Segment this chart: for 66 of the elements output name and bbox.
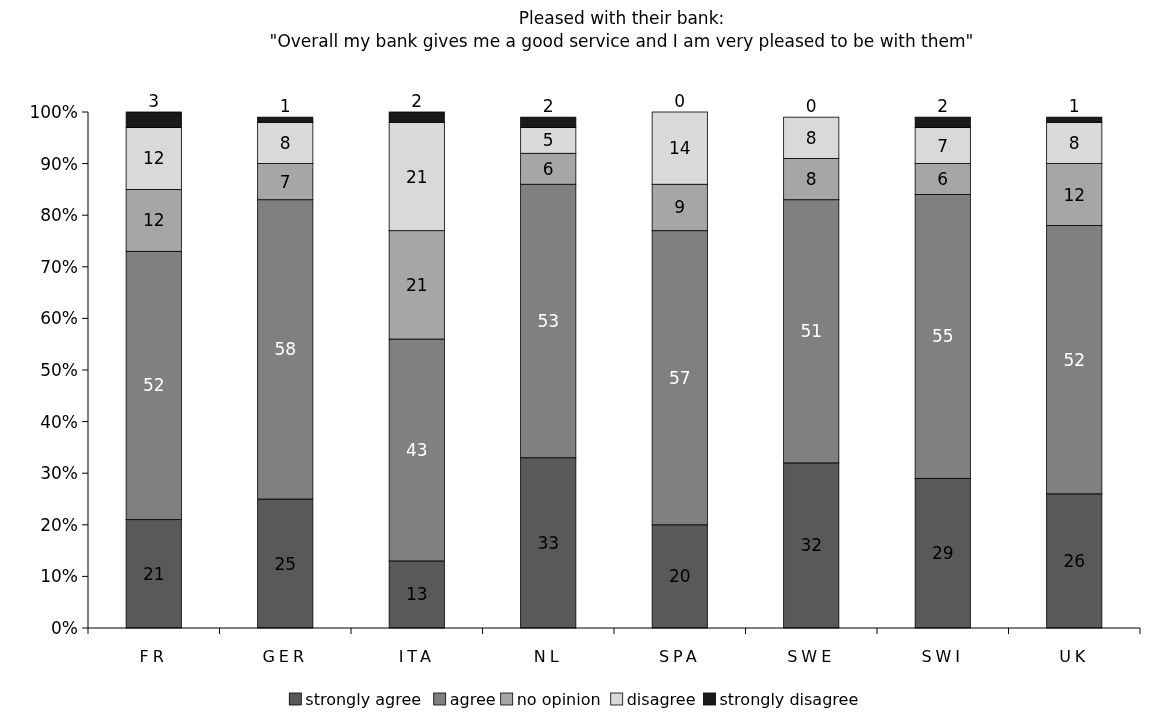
data-label: 33 [537, 532, 560, 553]
data-label: 51 [800, 321, 823, 342]
y-tick-label: 80% [40, 205, 78, 226]
data-label: 58 [274, 339, 297, 360]
data-label: 52 [1063, 349, 1086, 370]
data-label: 25 [274, 553, 297, 574]
data-label: 7 [937, 135, 949, 156]
data-label: 0 [805, 96, 817, 117]
data-label: 29 [931, 543, 954, 564]
legend-label: strongly agree [305, 690, 422, 709]
data-label: 5 [542, 130, 554, 151]
legend-label: strongly disagree [719, 690, 859, 709]
data-label: 20 [668, 566, 691, 587]
y-tick-label: 90% [40, 153, 78, 174]
chart-title: Pleased with their bank: [518, 8, 725, 28]
y-tick-label: 50% [40, 360, 78, 380]
data-label: 1 [1068, 96, 1080, 117]
data-label: 6 [542, 158, 554, 179]
data-label: 8 [279, 132, 291, 153]
data-label: 43 [405, 439, 428, 460]
data-label: 21 [405, 166, 428, 187]
data-label: 32 [800, 535, 823, 556]
data-label: 21 [405, 274, 428, 295]
y-tick-label: 70% [40, 256, 78, 277]
data-label: 2 [937, 96, 949, 117]
x-tick-label: SPA [658, 647, 701, 666]
legend-label: disagree [626, 690, 696, 709]
data-label: 13 [405, 584, 428, 605]
y-tick-label: 20% [40, 514, 78, 535]
data-label: 1 [279, 96, 291, 117]
data-label: 55 [931, 326, 954, 347]
legend-label: agree [449, 690, 496, 709]
x-tick-label: NL [533, 647, 563, 666]
data-label: 3 [148, 91, 160, 111]
data-label: 0 [674, 91, 686, 111]
x-tick-label: GER [262, 647, 309, 666]
x-tick-label: UK [1059, 647, 1090, 666]
data-label: 2 [411, 91, 423, 111]
chart-subtitle: "Overall my bank gives me a good service and I am very pleased to be with them" [269, 31, 974, 51]
y-tick-label: 30% [40, 463, 78, 484]
data-label: 12 [142, 148, 165, 169]
data-label: 53 [537, 310, 560, 331]
x-tick-label: ITA [398, 647, 435, 666]
data-label: 9 [674, 197, 686, 218]
y-tick-label: 100% [29, 102, 78, 122]
y-tick-label: 40% [40, 411, 78, 432]
data-label: 8 [805, 169, 817, 190]
y-tick-label: 0% [51, 618, 78, 638]
data-label: 6 [937, 169, 949, 190]
data-label: 12 [1063, 184, 1086, 205]
y-tick-label: 10% [40, 566, 78, 587]
data-label: 8 [805, 127, 817, 148]
data-label: 12 [142, 210, 165, 231]
data-label: 57 [668, 367, 691, 388]
x-tick-label: SWI [921, 647, 965, 666]
y-tick-label: 60% [40, 308, 78, 329]
data-label: 7 [279, 171, 291, 192]
data-label: 2 [542, 96, 554, 117]
data-label: 26 [1063, 550, 1086, 571]
legend-label: no opinion [516, 690, 601, 709]
data-label: 14 [668, 138, 691, 159]
data-label: 21 [142, 563, 165, 584]
data-label: 52 [142, 375, 165, 396]
data-label: 8 [1068, 132, 1080, 153]
x-tick-label: FR [139, 647, 168, 666]
x-tick-label: SWE [787, 647, 836, 666]
